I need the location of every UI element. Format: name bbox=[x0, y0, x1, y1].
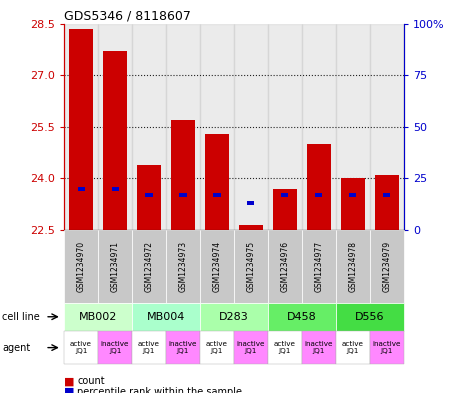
Text: active
JQ1: active JQ1 bbox=[206, 342, 228, 354]
Text: GDS5346 / 8118607: GDS5346 / 8118607 bbox=[64, 9, 191, 22]
Bar bbox=[77, 187, 85, 191]
Text: agent: agent bbox=[2, 343, 30, 353]
Text: inactive
JQ1: inactive JQ1 bbox=[304, 342, 333, 354]
Text: cell line: cell line bbox=[2, 312, 40, 322]
Bar bbox=[213, 193, 220, 197]
Text: count: count bbox=[77, 376, 105, 386]
Text: GSM1234978: GSM1234978 bbox=[348, 241, 357, 292]
Bar bbox=[98, 24, 132, 230]
Text: percentile rank within the sample: percentile rank within the sample bbox=[77, 387, 242, 393]
Text: active
JQ1: active JQ1 bbox=[138, 342, 160, 354]
Text: GSM1234977: GSM1234977 bbox=[314, 241, 323, 292]
Text: ■: ■ bbox=[64, 376, 75, 386]
Bar bbox=[166, 24, 200, 230]
Text: MB004: MB004 bbox=[147, 312, 185, 322]
Bar bbox=[239, 225, 263, 230]
Bar bbox=[307, 144, 331, 230]
Text: D458: D458 bbox=[287, 312, 317, 322]
Bar bbox=[205, 134, 229, 230]
Bar bbox=[132, 24, 166, 230]
Bar bbox=[336, 24, 370, 230]
Text: GSM1234979: GSM1234979 bbox=[382, 241, 391, 292]
Bar bbox=[64, 24, 98, 230]
Bar bbox=[370, 24, 404, 230]
Text: D283: D283 bbox=[219, 312, 249, 322]
Bar bbox=[103, 51, 127, 230]
Bar bbox=[234, 24, 268, 230]
Bar bbox=[137, 165, 161, 230]
Bar bbox=[171, 120, 195, 230]
Text: GSM1234976: GSM1234976 bbox=[280, 241, 289, 292]
Text: inactive
JQ1: inactive JQ1 bbox=[372, 342, 401, 354]
Bar bbox=[145, 193, 152, 197]
Text: inactive
JQ1: inactive JQ1 bbox=[101, 342, 129, 354]
Bar bbox=[69, 29, 93, 230]
Bar bbox=[349, 193, 356, 197]
Text: active
JQ1: active JQ1 bbox=[70, 342, 92, 354]
Text: D556: D556 bbox=[355, 312, 385, 322]
Text: ■: ■ bbox=[64, 387, 75, 393]
Text: inactive
JQ1: inactive JQ1 bbox=[169, 342, 197, 354]
Bar bbox=[302, 24, 336, 230]
Bar bbox=[315, 193, 323, 197]
Bar bbox=[341, 178, 365, 230]
Text: GSM1234974: GSM1234974 bbox=[212, 241, 221, 292]
Text: GSM1234975: GSM1234975 bbox=[247, 241, 256, 292]
Text: GSM1234973: GSM1234973 bbox=[179, 241, 188, 292]
Text: active
JQ1: active JQ1 bbox=[342, 342, 364, 354]
Bar bbox=[383, 193, 390, 197]
Text: active
JQ1: active JQ1 bbox=[274, 342, 296, 354]
Text: MB002: MB002 bbox=[79, 312, 117, 322]
Text: GSM1234972: GSM1234972 bbox=[144, 241, 153, 292]
Text: GSM1234970: GSM1234970 bbox=[76, 241, 86, 292]
Bar bbox=[247, 201, 255, 205]
Text: inactive
JQ1: inactive JQ1 bbox=[237, 342, 265, 354]
Bar bbox=[180, 193, 187, 197]
Bar bbox=[273, 189, 297, 230]
Bar bbox=[112, 187, 119, 191]
Bar bbox=[200, 24, 234, 230]
Bar bbox=[268, 24, 302, 230]
Bar bbox=[375, 175, 399, 230]
Text: GSM1234971: GSM1234971 bbox=[111, 241, 120, 292]
Bar bbox=[281, 193, 288, 197]
